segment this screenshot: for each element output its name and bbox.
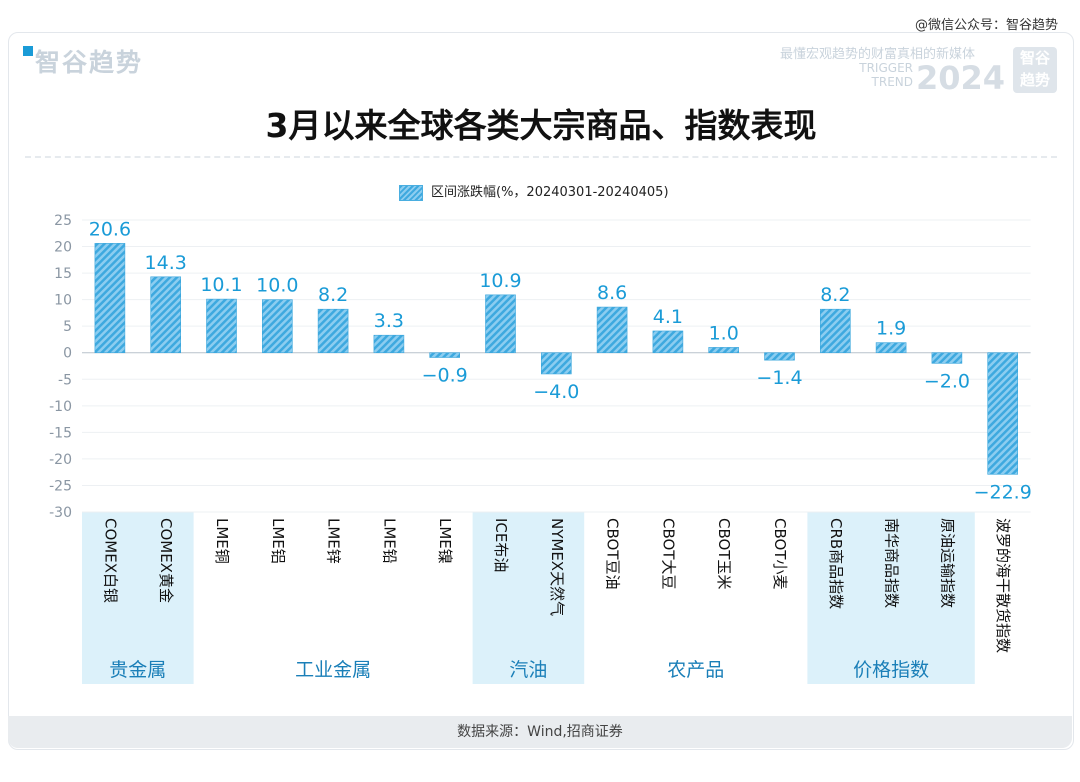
brand-slogan: 最懂宏观趋势的财富真相的新媒体 [779,47,975,62]
chart-title: 3月以来全球各类大宗商品、指数表现 [265,106,817,145]
group-label: 汽油 [509,659,547,681]
bar [652,330,684,354]
category-label: COMEX黄金 [157,518,175,603]
bar [317,308,349,354]
y-tick-label: 0 [63,346,72,362]
category-label: COMEX白银 [101,518,119,603]
y-tick-label: -25 [49,478,72,494]
logo-text: 智谷趋势 [35,48,144,77]
group-band [472,512,585,684]
category-label: CBOT玉米 [715,518,733,589]
category-label: NYMEX天然气 [548,518,566,616]
category-label: LME铅 [380,518,398,564]
value-label: 10.9 [479,270,521,292]
value-label: −22.9 [974,481,1032,503]
group-label: 贵金属 [109,659,166,681]
bar [596,306,628,354]
value-label: 1.9 [876,318,906,340]
brand-box-logo: 智谷 趋势 [1013,47,1057,93]
value-label: 8.6 [597,282,627,304]
watermark-text: @微信公众号：智谷趋势 [914,18,1058,33]
bar [931,352,963,364]
group-label: 农产品 [667,659,724,681]
category-label: 南华商品指数 [883,518,901,608]
group-band [82,512,194,684]
value-label: 20.6 [89,218,131,240]
value-label: −2.0 [924,370,970,392]
trigger-text: TRIGGER [859,61,913,75]
category-label: 原油运输指数 [938,518,956,608]
title-divider [25,156,1057,158]
value-label: 14.3 [145,252,187,274]
bar [764,352,795,361]
brand-box-line1: 智谷 [1019,49,1050,67]
value-label: −0.9 [422,365,468,387]
chart-legend: 区间涨跌幅(%，20240301-20240405) [399,181,669,201]
brand-logo: 智谷趋势 [23,43,143,79]
category-label: CBOT大豆 [659,518,677,589]
value-label: 10.0 [256,275,298,297]
category-label: LME锌 [325,518,343,564]
y-tick-label: 10 [54,293,72,309]
y-tick-label: -30 [49,505,72,521]
group-label: 工业金属 [295,659,371,681]
trend-text: TREND [871,75,913,89]
bar [875,342,907,354]
value-label: 3.3 [374,310,404,332]
bar [540,352,572,375]
bar [206,298,237,354]
y-tick-label: -15 [49,425,72,441]
y-tick-label: 20 [54,240,72,256]
bar [150,276,181,354]
y-tick-label: -5 [58,372,72,388]
legend-swatch [399,184,423,201]
y-tick-label: -20 [49,452,72,468]
bar [429,352,461,358]
category-label: ICE布油 [492,518,510,572]
y-tick-label: 5 [63,319,72,335]
logo-square-icon [23,46,33,56]
y-tick-label: -10 [49,399,72,415]
value-label: −4.0 [533,381,579,403]
value-label: 8.2 [820,284,850,306]
brand-trigger-trend: TRIGGER TREND [859,61,913,89]
brand-box-line2: 趋势 [1019,71,1050,89]
category-label: LME镍 [436,518,454,564]
bar [987,352,1019,475]
value-label: 4.1 [653,306,683,328]
bar [819,308,851,354]
value-label: −1.4 [756,367,802,389]
category-label: LME铜 [213,518,231,564]
category-label: CRB商品指数 [827,518,845,609]
bar [485,294,516,354]
value-label: 10.1 [200,274,242,296]
category-label: 波罗的海干散货指数 [994,518,1012,653]
bar [373,334,405,354]
category-label: CBOT豆油 [604,518,622,589]
y-tick-label: 15 [54,266,72,282]
value-label: 8.2 [318,284,348,306]
brand-year: 2024 [915,59,1005,97]
bar [94,243,126,354]
legend-label: 区间涨跌幅(%，20240301-20240405) [431,185,669,200]
data-source: 数据来源：Wind,招商证券 [8,716,1072,748]
group-band [807,512,975,684]
category-label: LME铝 [269,518,287,564]
bar [708,347,740,354]
group-label: 价格指数 [853,659,929,681]
value-label: 1.0 [709,322,739,344]
bar [261,299,293,354]
y-tick-label: 25 [54,213,72,229]
category-label: CBOT小麦 [771,518,789,589]
